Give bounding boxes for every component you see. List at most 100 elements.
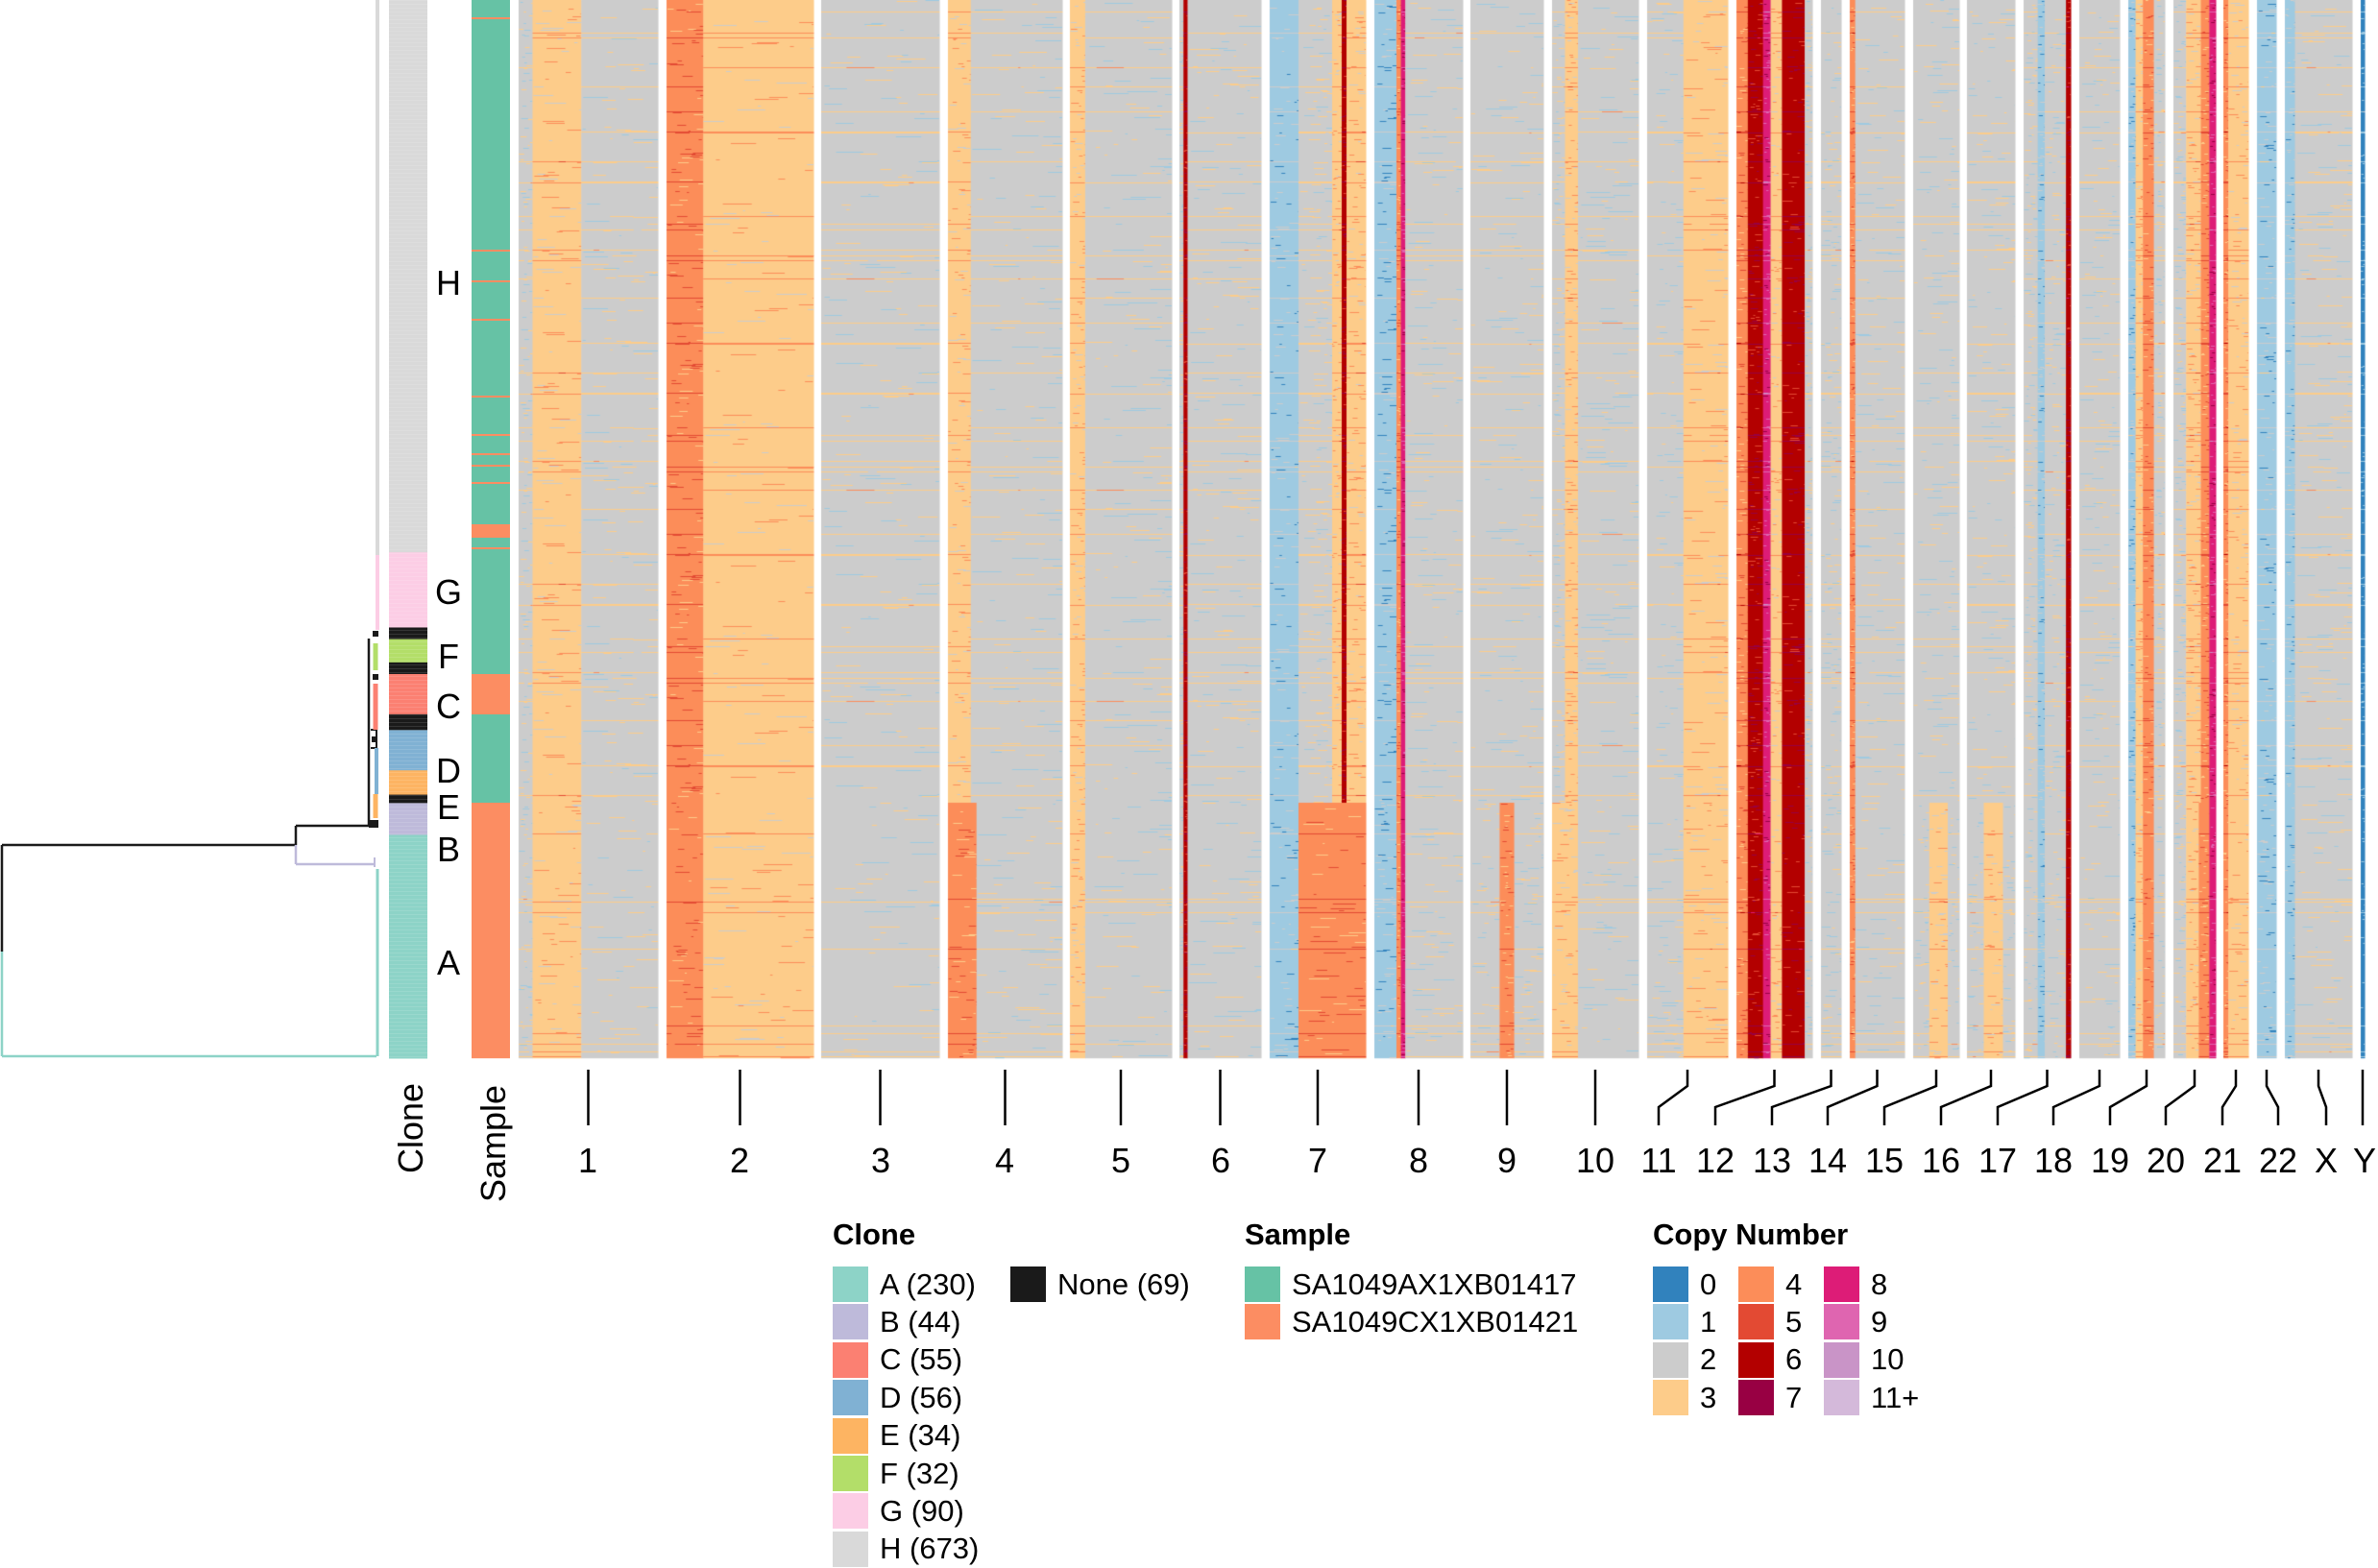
clone-row-stripe xyxy=(389,323,427,324)
sample-annotation-row xyxy=(472,328,510,331)
sample-annotation-row xyxy=(472,601,510,604)
sample-annotation-row xyxy=(472,976,510,978)
sample-annotation-row xyxy=(472,876,510,879)
sample-annotation-row xyxy=(472,862,510,865)
sample-annotation-row xyxy=(472,795,510,798)
clone-row-stripe xyxy=(389,776,427,777)
clone-row-stripe xyxy=(389,691,427,692)
sample-annotation-row xyxy=(472,365,510,368)
sample-annotation-row xyxy=(472,384,510,387)
sample-annotation-row xyxy=(472,163,510,166)
sample-annotation-row xyxy=(472,1035,510,1038)
sample-annotation-row xyxy=(472,1045,510,1048)
sample-annotation-row xyxy=(472,284,510,287)
clone-row-stripe xyxy=(389,365,427,366)
sample-annotation-row xyxy=(472,1047,510,1049)
clone-row-stripe xyxy=(389,664,427,665)
sample-annotation-row xyxy=(472,200,510,203)
sample-annotation-row xyxy=(472,655,510,658)
clone-row-stripe xyxy=(389,634,427,635)
sample-annotation-row xyxy=(472,106,510,109)
sample-annotation-row xyxy=(472,474,510,477)
clone-row-stripe xyxy=(389,983,427,984)
sample-annotation-row xyxy=(472,136,510,139)
sample-annotation-row xyxy=(472,152,510,155)
clone-row-stripe xyxy=(389,119,427,120)
clone-row-stripe xyxy=(389,499,427,500)
chromosome-label-5: 5 xyxy=(1110,1141,1131,1180)
sample-annotation-row xyxy=(472,557,510,560)
sample-annotation-row xyxy=(472,230,510,233)
clone-axis-label: Clone xyxy=(391,1082,430,1173)
clone-row-stripe xyxy=(389,699,427,700)
sample-annotation-row xyxy=(472,390,510,393)
clone-row-stripe xyxy=(389,1056,427,1057)
sample-annotation-row xyxy=(472,411,510,414)
sample-annotation-row xyxy=(472,486,510,489)
sample-annotation-row xyxy=(472,115,510,118)
clone-row-stripe xyxy=(389,58,427,59)
sample-annotation-row xyxy=(472,507,510,510)
sample-annotation-row xyxy=(472,501,510,504)
clone-row-stripe xyxy=(389,361,427,362)
clone-row-stripe xyxy=(389,77,427,78)
clone-row-stripe xyxy=(389,1002,427,1003)
sample-annotation-row xyxy=(472,674,510,677)
legend-item-cn-3-label: 3 xyxy=(1700,1380,1717,1414)
sample-annotation-row xyxy=(472,626,510,629)
sample-annotation-row xyxy=(472,768,510,771)
sample-annotation-row xyxy=(472,997,510,1000)
sample-annotation-row xyxy=(472,689,510,692)
sample-annotation-row xyxy=(472,73,510,76)
clone-row-stripe xyxy=(389,200,427,201)
sample-annotation-row xyxy=(472,63,510,66)
sample-annotation-row xyxy=(472,470,510,473)
sample-annotation-row xyxy=(472,442,510,445)
sample-annotation-row xyxy=(472,317,510,320)
clone-row-stripe xyxy=(389,65,427,66)
clone-row-stripe xyxy=(389,319,427,320)
clone-row-stripe xyxy=(389,495,427,496)
sample-annotation-row xyxy=(472,19,510,22)
clone-row-stripe xyxy=(389,84,427,85)
sample-annotation-row xyxy=(472,121,510,124)
sample-annotation-row xyxy=(472,253,510,256)
sample-annotation-row xyxy=(472,858,510,861)
clone-row-stripe xyxy=(389,906,427,907)
clone-row-stripe xyxy=(389,334,427,335)
sample-annotation-row xyxy=(472,71,510,74)
clone-row-stripe xyxy=(389,146,427,147)
sample-annotation-row xyxy=(472,432,510,435)
sample-annotation-row xyxy=(472,499,510,502)
legend-item-none: None (69) xyxy=(1010,1266,1190,1302)
sample-annotation-row xyxy=(472,937,510,940)
clone-row-stripe xyxy=(389,830,427,831)
sample-annotation-row xyxy=(472,864,510,867)
sample-annotation-row xyxy=(472,693,510,696)
legend-item-clone-h-label: H (673) xyxy=(880,1532,980,1566)
sample-annotation-row xyxy=(472,497,510,500)
clone-row-stripe xyxy=(389,753,427,754)
sample-annotation-row xyxy=(472,1004,510,1007)
sample-annotation-row xyxy=(472,616,510,619)
sample-annotation-row xyxy=(472,728,510,731)
legend-item-cn-11plus: 11+ xyxy=(1824,1380,1919,1416)
sample-annotation-row xyxy=(472,373,510,375)
clone-row-stripe xyxy=(389,745,427,746)
legend-item-sample-1: SA1049AX1XB01417 xyxy=(1245,1266,1576,1302)
sample-annotation-row xyxy=(472,182,510,185)
clone-row-stripe xyxy=(389,899,427,900)
sample-annotation-row xyxy=(472,889,510,892)
sample-annotation-row xyxy=(472,305,510,308)
sample-annotation-row xyxy=(472,751,510,754)
sample-annotation-row xyxy=(472,881,510,884)
sample-annotation-row xyxy=(472,634,510,637)
clone-row-stripe xyxy=(389,311,427,312)
sample-annotation-row xyxy=(472,513,510,516)
clone-row-stripe xyxy=(389,1025,427,1026)
sample-annotation-row xyxy=(472,1022,510,1025)
sample-annotation-row xyxy=(472,65,510,68)
clone-row-label-b: B xyxy=(436,830,461,869)
clone-row-stripe xyxy=(389,346,427,347)
sample-annotation-row xyxy=(472,495,510,498)
